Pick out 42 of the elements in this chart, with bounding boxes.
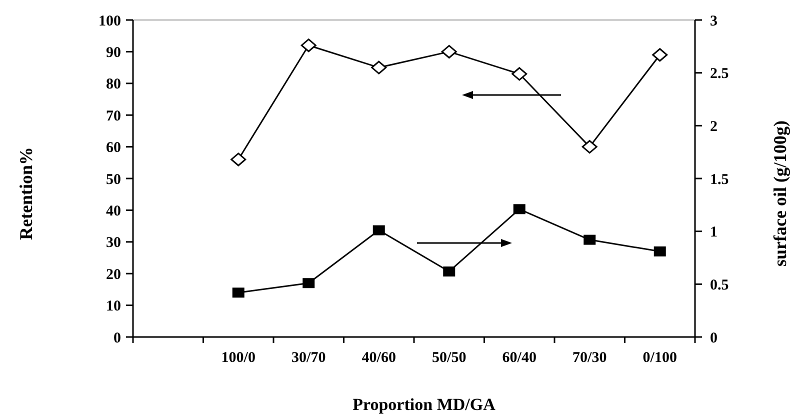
y-tick-label: 0 [114, 330, 121, 346]
y-tick-label: 60 [106, 140, 121, 156]
x-tick-label: 30/70 [292, 350, 326, 366]
y2-tick-label: 2 [710, 118, 718, 135]
x-tick-label: 50/50 [432, 350, 466, 366]
point [652, 48, 668, 62]
point [372, 225, 385, 236]
x-tick-label: 100/0 [221, 350, 256, 366]
point [371, 60, 387, 74]
y-tick-label: 20 [106, 266, 121, 283]
point [443, 266, 456, 276]
x-tick-label: 70/30 [572, 350, 607, 366]
y-axis-title: Retention% [16, 147, 36, 240]
y-tick-label: 30 [106, 235, 121, 252]
y2-tick-label: 1.5 [710, 172, 729, 188]
point [513, 204, 526, 214]
y-tick-label: 50 [106, 172, 121, 188]
point [441, 44, 457, 58]
y2-tick-label: 2.5 [710, 66, 729, 82]
x-tick-label: 40/60 [362, 350, 396, 366]
point [584, 234, 596, 245]
point [302, 278, 315, 288]
x-tick-label: 0/100 [642, 350, 677, 366]
y-tick-label: 100 [98, 13, 121, 30]
point [232, 288, 244, 298]
y-tick-label: 80 [106, 76, 121, 93]
y2-tick-label: 0.5 [710, 277, 729, 294]
y-tick-label: 90 [106, 44, 121, 61]
x-axis-title: Proportion MD/GA [352, 395, 496, 414]
y2-tick-label: 3 [710, 13, 718, 30]
x-tick-label: 60/40 [502, 350, 536, 366]
y2-tick-label: 0 [710, 330, 718, 346]
point [512, 67, 528, 81]
y2-tick-label: 1 [710, 224, 718, 241]
y2-axis-title: surface oil (g/100g) [770, 120, 790, 266]
point [300, 38, 316, 52]
y-tick-label: 70 [106, 108, 121, 124]
point [654, 246, 666, 256]
y-tick-label: 40 [106, 203, 121, 220]
point [582, 140, 598, 154]
y-tick-label: 10 [106, 298, 121, 315]
point [230, 152, 246, 166]
